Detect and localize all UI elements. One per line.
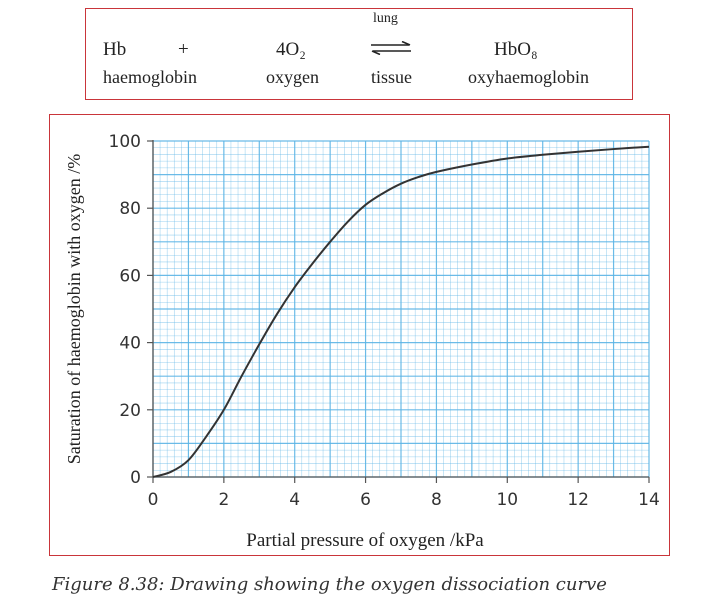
hb-symbol: Hb bbox=[103, 39, 127, 60]
chart-box bbox=[49, 114, 670, 556]
x-tick-label: 12 bbox=[567, 490, 589, 510]
equation-box: Hb + 4O₂ lung HbO₈ haemoglobin oxygen ti… bbox=[85, 8, 633, 100]
plus-sign: + bbox=[178, 39, 189, 60]
oxygen-symbol: 4O₂ bbox=[276, 39, 306, 60]
y-tick-label: 0 bbox=[130, 468, 141, 488]
oxyhaemoglobin-symbol: HbO₈ bbox=[494, 39, 538, 60]
x-tick-label: 0 bbox=[148, 490, 159, 510]
y-tick-label: 40 bbox=[119, 334, 141, 354]
y-tick-label: 80 bbox=[119, 199, 141, 219]
equilibrium-arrows-icon bbox=[371, 41, 411, 55]
figure-caption: Figure 8.38: Drawing showing the oxygen … bbox=[52, 574, 607, 595]
x-tick-label: 10 bbox=[496, 490, 518, 510]
haemoglobin-label: haemoglobin bbox=[103, 67, 197, 87]
x-tick-label: 14 bbox=[638, 490, 660, 510]
x-tick-label: 6 bbox=[360, 490, 371, 510]
y-axis-title: Saturation of haemoglobin with oxygen /% bbox=[64, 154, 84, 464]
x-tick-label: 8 bbox=[431, 490, 442, 510]
x-axis-title: Partial pressure of oxygen /kPa bbox=[246, 530, 484, 551]
x-tick-label: 2 bbox=[218, 490, 229, 510]
x-tick-label: 4 bbox=[289, 490, 300, 510]
dissociation-curve bbox=[152, 145, 650, 478]
y-tick-label: 100 bbox=[109, 132, 141, 152]
forward-condition-label: lung bbox=[373, 11, 398, 26]
y-tick-label: 60 bbox=[119, 266, 141, 286]
oxyhaemoglobin-label: oxyhaemoglobin bbox=[468, 67, 589, 87]
y-tick-label: 20 bbox=[119, 401, 141, 421]
reverse-condition-label: tissue bbox=[371, 67, 413, 87]
oxygen-label: oxygen bbox=[266, 67, 319, 87]
